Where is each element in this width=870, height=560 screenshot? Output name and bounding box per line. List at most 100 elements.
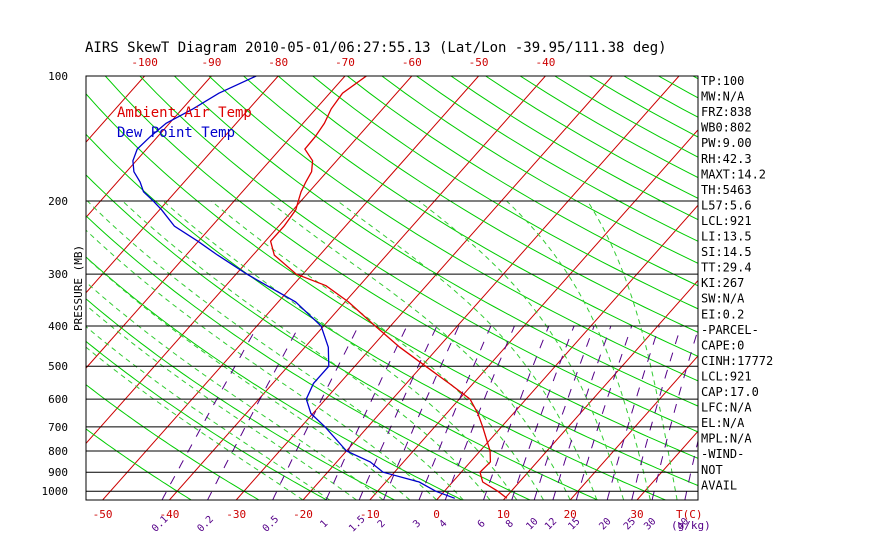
- moist-adiabat-line: [86, 281, 384, 500]
- dry-adiabat-line: [416, 76, 698, 242]
- mixing-ratio-label: 3: [411, 518, 423, 530]
- bottom-temp-label: -50: [93, 508, 113, 521]
- mixing-ratio-line: [161, 325, 259, 500]
- index-item: -WIND-: [701, 447, 744, 461]
- index-item: LI:13.5: [701, 230, 752, 244]
- mixing-ratio-label: 30: [642, 516, 658, 532]
- dry-adiabat-line: [86, 93, 698, 487]
- index-item: L57:5.6: [701, 198, 752, 212]
- index-item: CINH:17772: [701, 354, 773, 368]
- index-item: WB0:802: [701, 121, 752, 135]
- isotherm-line: [503, 279, 698, 500]
- mixing-ratio-line: [444, 325, 515, 500]
- y-axis-label: PRESSURE (MB): [72, 245, 85, 331]
- mixing-ratio-label: 2: [376, 518, 388, 530]
- mixing-ratio-line: [418, 325, 492, 500]
- mixing-ratio-label: 8: [504, 518, 516, 530]
- top-temp-label: -80: [268, 56, 288, 69]
- y-tick-label: 300: [48, 268, 68, 281]
- chart-title: AIRS SkewT Diagram 2010-05-01/06:27:55.1…: [85, 40, 667, 56]
- isotherm-line: [86, 76, 279, 294]
- index-item: PW:9.00: [701, 136, 752, 150]
- bottom-temperature-labels: -50 -40 -30 -20 -10 0 10 20 30: [93, 508, 644, 521]
- moist-adiabat-line: [86, 346, 304, 500]
- mixing-ratio-line: [325, 325, 408, 500]
- dewpoint-profile-line: [132, 76, 456, 499]
- dry-adiabat-line: [86, 384, 260, 500]
- y-tick-label: 700: [48, 421, 68, 434]
- index-item: LFC:N/A: [701, 401, 752, 415]
- mixing-ratio-label: 0.5: [261, 514, 282, 535]
- y-tick-label: 500: [48, 360, 68, 373]
- bottom-temp-label: -40: [159, 508, 179, 521]
- legend-dewpoint: Dew Point Temp: [117, 125, 235, 141]
- mixing-ratio-label: 0.2: [195, 514, 216, 535]
- moist-adiabat-line: [418, 200, 625, 500]
- mixing-ratio-label: 4: [437, 518, 449, 530]
- moist-adiabat-line: [162, 200, 518, 500]
- top-temp-label: -70: [335, 56, 355, 69]
- index-item: CAPE:0: [701, 338, 744, 352]
- mixing-ratio-line: [483, 325, 550, 500]
- dry-adiabat-line: [381, 76, 698, 264]
- top-temp-label: -50: [469, 56, 489, 69]
- moist-adiabat-line: [86, 256, 411, 500]
- bottom-temp-label: -30: [226, 508, 246, 521]
- mixing-ratio-line: [631, 325, 682, 500]
- y-tick-label: 200: [48, 195, 68, 208]
- mixing-ratio-line: [207, 325, 300, 500]
- index-item: MW:N/A: [701, 90, 745, 104]
- mixing-ratio-line: [511, 325, 575, 500]
- dry-adiabat-line: [86, 215, 531, 500]
- y-tick-label: 1000: [42, 485, 69, 498]
- mixing-ratio-line: [606, 325, 660, 500]
- mixing-ratio-line: [684, 438, 698, 500]
- index-item: SI:14.5: [701, 245, 752, 259]
- x-axis-unit-label: T(C): [676, 508, 703, 521]
- mixing-ratio-label: 20: [597, 516, 613, 532]
- isotherm-line: [0, 76, 78, 500]
- index-item: -PARCEL-: [701, 323, 759, 337]
- mixing-ratio-unit-label: (g/kg): [671, 519, 711, 532]
- dry-adiabat-line: [139, 76, 698, 433]
- index-item: TH:5463: [701, 183, 752, 197]
- mixing-ratio-line: [272, 325, 359, 500]
- moist-adiabat-line: [337, 200, 598, 500]
- moist-adiabat-line: [122, 200, 491, 500]
- grid-lines: [0, 76, 870, 500]
- moist-adiabat-line: [86, 304, 357, 500]
- isotherm-line: [771, 76, 870, 500]
- dry-adiabat-line: [762, 76, 870, 500]
- moist-adiabat-line: [86, 326, 331, 500]
- mixing-ratio-line: [358, 325, 438, 500]
- y-tick-label: 100: [48, 70, 68, 83]
- isotherm-line: [837, 76, 870, 500]
- dry-adiabat-line: [86, 428, 192, 500]
- mixing-ratio-label: 6: [476, 518, 488, 530]
- index-item: NOT: [701, 463, 723, 477]
- y-tick-label: 600: [48, 393, 68, 406]
- y-tick-label: 800: [48, 445, 68, 458]
- dry-adiabat-line: [208, 76, 698, 382]
- mixing-ratio-label: 12: [543, 516, 559, 532]
- mixing-ratio-line: [575, 325, 633, 500]
- y-tick-label: 900: [48, 466, 68, 479]
- profile-lines: [132, 76, 508, 499]
- moist-adiabat-line: [587, 200, 678, 500]
- isotherm-line: [102, 76, 479, 500]
- dry-adiabat-line: [450, 76, 698, 221]
- bottom-temp-label: -10: [360, 508, 380, 521]
- bottom-temp-label: 10: [497, 508, 510, 521]
- bottom-temp-label: 20: [564, 508, 577, 521]
- isotherm-line: [0, 76, 11, 500]
- mixing-ratio-label: 10: [524, 516, 540, 532]
- dry-adiabat-line: [519, 76, 698, 179]
- isotherm-line: [302, 76, 680, 500]
- isotherm-line: [636, 430, 698, 500]
- dry-adiabat-line: [658, 76, 698, 99]
- temperature-profile-line: [269, 76, 508, 499]
- index-item: LCL:921: [701, 214, 752, 228]
- isotherm-line: [169, 76, 546, 500]
- dry-adiabat-line: [243, 76, 698, 357]
- mixing-ratio-line: [552, 325, 612, 500]
